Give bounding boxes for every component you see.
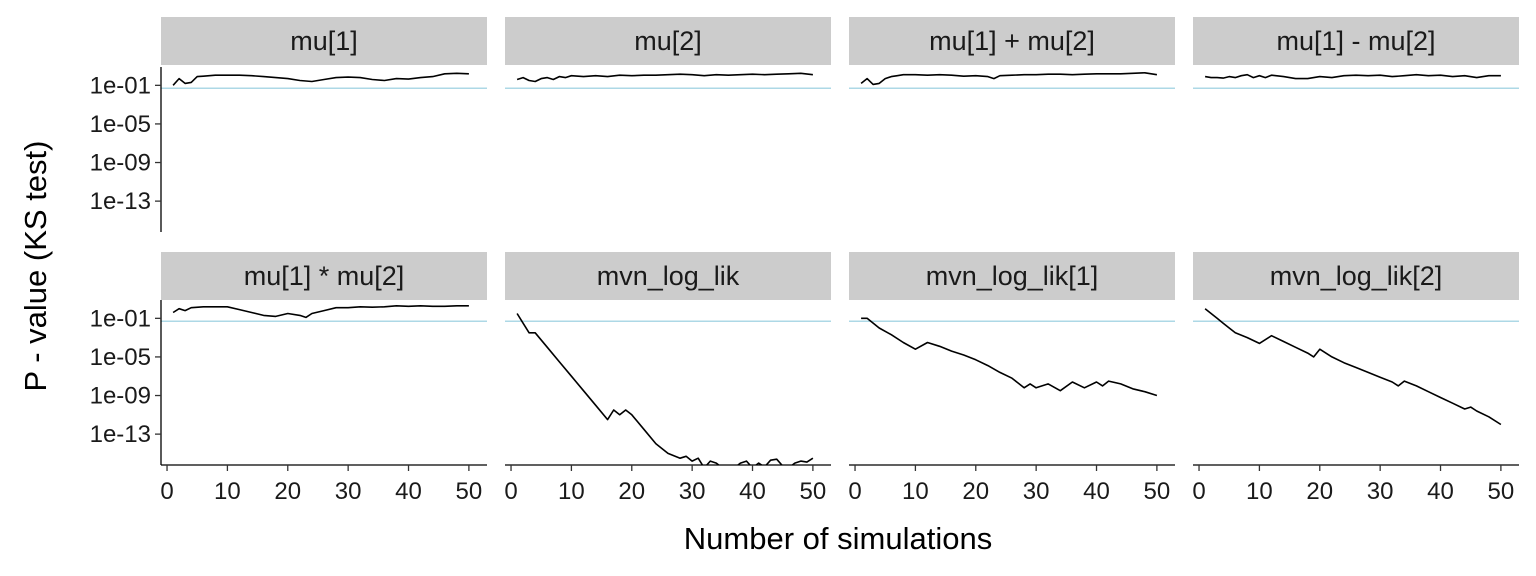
x-tick-label: 50: [800, 478, 827, 505]
facet-title: mvn_log_lik[1]: [926, 261, 1099, 291]
y-tick-label: 1e-13: [90, 421, 151, 448]
y-tick-label: 1e-01: [90, 72, 151, 99]
x-tick-label: 40: [1083, 478, 1110, 505]
x-tick-label: 0: [1192, 478, 1205, 505]
facet-panel: mvn_log_lik: [505, 252, 831, 465]
y-tick-label: 1e-09: [90, 383, 151, 410]
facet-panel: mu[1] * mu[2]: [161, 252, 487, 323]
series-line: [172, 304, 469, 319]
facet-panel: mvn_log_lik[2]: [1193, 252, 1519, 426]
facet-strip: [161, 17, 487, 65]
x-tick-label: 30: [679, 478, 706, 505]
y-tick-label: 1e-01: [90, 305, 151, 332]
facet-panel: mu[2]: [505, 17, 831, 90]
series-line: [861, 317, 1158, 397]
facet-title: mvn_log_lik: [597, 261, 740, 291]
x-tick-label: 40: [395, 478, 422, 505]
series-line: [516, 313, 814, 465]
x-tick-label: 50: [456, 478, 483, 505]
x-tick-label: 20: [1306, 478, 1333, 505]
facet-panels: mu[1] mu[2] mu[1] + mu[2] mu[1] - mu[2] mu[1…: [161, 17, 1519, 465]
x-tick-label: 0: [504, 478, 517, 505]
facet-strip: [1193, 252, 1519, 300]
facet-title: mvn_log_lik[2]: [1270, 261, 1443, 291]
y-tick-label: 1e-05: [90, 111, 151, 138]
x-tick-label: 30: [1023, 478, 1050, 505]
x-tick-label: 10: [214, 478, 241, 505]
facet-strip: [161, 252, 487, 300]
x-tick-label: 30: [335, 478, 362, 505]
x-tick-label: 20: [274, 478, 301, 505]
facet-panel: mvn_log_lik[1]: [849, 252, 1175, 397]
x-tick-label: 20: [618, 478, 645, 505]
x-tick-label: 10: [1246, 478, 1273, 505]
x-tick-label: 50: [1488, 478, 1515, 505]
series-line: [860, 72, 1158, 86]
x-tick-label: 40: [1427, 478, 1454, 505]
facet-panel: mu[1] - mu[2]: [1193, 17, 1519, 90]
facet-title: mu[1]: [290, 26, 358, 56]
series-line: [172, 72, 469, 86]
facet-strip: [849, 17, 1175, 65]
facet-title: mu[1] * mu[2]: [244, 261, 405, 291]
y-axis-title: P - value (KS test): [18, 141, 53, 392]
y-tick-label: 1e-09: [90, 150, 151, 177]
series-line: [516, 72, 813, 83]
x-tick-label: 0: [848, 478, 861, 505]
facet-title: mu[1] - mu[2]: [1276, 26, 1435, 56]
axes: 1e-01 1e-05 1e-09 1e-13 1e-01 1e-05 1e-09 1e-13…: [90, 67, 1519, 505]
facet-title: mu[1] + mu[2]: [929, 26, 1095, 56]
x-tick-label: 40: [739, 478, 766, 505]
y-tick-label: 1e-05: [90, 344, 151, 371]
x-tick-label: 0: [160, 478, 173, 505]
series-line: [1204, 308, 1502, 426]
facet-panel: mu[1] + mu[2]: [849, 17, 1175, 90]
x-tick-label: 20: [962, 478, 989, 505]
x-tick-label: 30: [1367, 478, 1394, 505]
facet-strip: [505, 17, 831, 65]
facet-strip: [849, 252, 1175, 300]
facet-panel: mu[1]: [161, 17, 487, 90]
facet-title: mu[2]: [634, 26, 702, 56]
x-tick-label: 50: [1144, 478, 1171, 505]
y-tick-label: 1e-13: [90, 188, 151, 215]
x-tick-label: 10: [558, 478, 585, 505]
series-line: [1204, 73, 1501, 80]
x-axis-title: Number of simulations: [684, 521, 992, 556]
x-tick-label: 10: [902, 478, 929, 505]
facet-strip: [1193, 17, 1519, 65]
facet-strip: [505, 252, 831, 300]
